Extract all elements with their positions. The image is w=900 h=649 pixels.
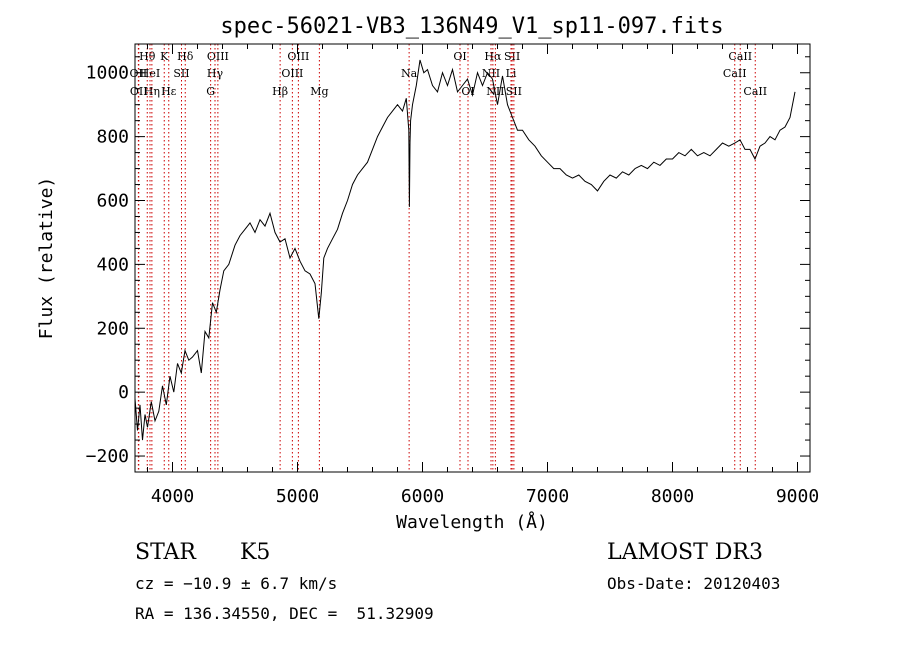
line-mark-label: CaII [743,85,767,98]
line-mark-label: OIII [281,67,303,80]
line-mark-label: Na [401,67,418,80]
plot-frame [134,43,811,473]
line-mark-label: CaII [728,50,752,63]
line-mark-label: K [160,50,169,63]
x-axis-label: Wavelength (Å) [396,511,548,533]
x-tick-label: 4000 [151,486,194,507]
line-mark-label: OI [453,50,466,63]
y-tick-label: 0 [118,382,129,403]
line-mark-label: Hη [144,85,160,98]
line-mark-label: Hδ [177,50,194,63]
line-mark-label: SII [173,67,189,80]
line-mark-label: SII [504,50,520,63]
axes: 4000 5000 6000 7000 8000 9000 −200 0 200 400 600 80… [86,43,819,507]
series-layer [134,59,796,441]
line-mark-label: OIII [207,50,229,63]
line-mark-label: OII [130,85,148,98]
x-tick-label: 7000 [526,486,569,507]
line-mark-label: Hγ [207,67,224,80]
cz-readout: cz = −10.9 ± 6.7 km/s [135,574,338,593]
x-tick-label: 5000 [276,486,319,507]
line-mark-label: Mg [310,85,328,98]
line-mark-label: HeI [140,67,160,80]
x-tick-label: 9000 [776,486,819,507]
line-mark-label: OIII [287,50,309,63]
y-tick-label: 600 [96,191,129,212]
line-mark-label: NII [482,67,500,80]
line-mark-label: SII [506,85,522,98]
y-tick-label: 1000 [86,63,129,84]
line-mark-label: Hβ [272,85,288,98]
y-tick-label: 400 [96,254,129,275]
y-tick-label: 800 [96,127,129,148]
line-mark-label: OI [461,85,474,98]
obs-date: Obs-Date: 20120403 [607,574,781,593]
subclass-label: K5 [240,540,271,565]
line-marks: HθOIIOIIHeIHηKHεSIIHδOIIIHγGHβOIIIOIIIMg… [130,44,767,472]
x-tick-label: 6000 [401,486,444,507]
series-line-flux [134,59,796,441]
y-axis-label: Flux (relative) [36,177,57,340]
line-mark-label: G [206,85,215,98]
line-mark-label: Hθ [139,50,156,63]
line-mark-label: Li [506,67,517,80]
class-label: STAR [135,540,196,565]
y-tick-label: 200 [96,318,129,339]
survey-label: LAMOST DR3 [607,540,763,565]
line-mark-label: CaII [723,67,747,80]
y-tick-label: −200 [86,446,129,467]
chart-title: spec-56021-VB3_136N49_V1_sp11-097.fits [220,14,723,39]
x-tick-label: 8000 [651,486,694,507]
coordinates: RA = 136.34550, DEC = 51.32909 [135,604,434,623]
line-mark-label: Hα [484,50,502,63]
line-mark-label: Hε [161,85,177,98]
